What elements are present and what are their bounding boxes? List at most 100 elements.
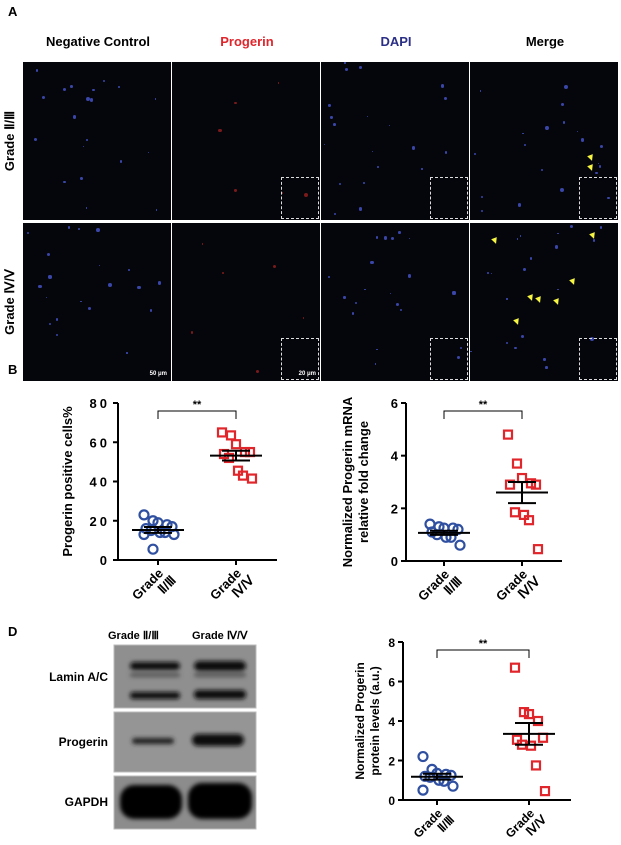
data-point bbox=[539, 786, 551, 797]
nucleus-dot bbox=[480, 209, 484, 213]
nucleus-dot bbox=[599, 225, 603, 229]
nucleus-dot bbox=[520, 235, 522, 237]
y-tick-label: 4 bbox=[391, 449, 399, 464]
nucleus-dot bbox=[577, 130, 579, 132]
nucleus-dot bbox=[344, 62, 346, 64]
nucleus-dot bbox=[390, 237, 394, 241]
nucleus-dot bbox=[330, 116, 333, 119]
nucleus-dot bbox=[407, 273, 412, 278]
y-tick-label: 20 bbox=[90, 514, 110, 529]
nucleus-dot bbox=[388, 125, 391, 127]
nucleus-dot bbox=[529, 257, 533, 260]
nucleus-dot bbox=[35, 69, 39, 72]
nucleus-dot bbox=[366, 116, 369, 118]
significance-label: ** bbox=[193, 399, 202, 411]
nucleus-dot bbox=[255, 369, 259, 373]
nucleus-dot bbox=[452, 291, 456, 295]
nucleus-dot bbox=[190, 330, 194, 334]
y-tick-label: 6 bbox=[388, 676, 395, 690]
y-axis-label-line: protein levels (a.u.) bbox=[368, 666, 382, 775]
nucleus-dot bbox=[42, 96, 46, 99]
nucleus-dot bbox=[78, 227, 81, 230]
nucleus-dot bbox=[358, 207, 363, 211]
nucleus-dot bbox=[390, 292, 392, 294]
nucleus-dot bbox=[557, 232, 560, 235]
nucleus-dot bbox=[26, 232, 29, 235]
data-point bbox=[523, 708, 535, 720]
band-progerin-lane1 bbox=[132, 738, 174, 744]
chart-c: 0 2 4 6 Normalized Progerin mRNArelative fol… bbox=[340, 396, 562, 614]
nucleus-dot bbox=[351, 312, 355, 315]
band-gapdh-lane2 bbox=[188, 783, 252, 819]
nucleus-dot bbox=[514, 347, 517, 350]
y-tick-label: 6 bbox=[391, 396, 398, 411]
x-tick-label: GradeⅡ/Ⅲ bbox=[411, 803, 457, 845]
column-header-negative-control: Negative Control bbox=[45, 34, 150, 49]
blot-label-progerin: Progerin bbox=[58, 735, 108, 749]
nucleus-dot bbox=[505, 341, 509, 345]
nucleus-dot bbox=[108, 283, 112, 287]
nucleus-dot bbox=[562, 121, 566, 125]
nucleus-dot bbox=[49, 322, 52, 326]
nucleus-dot bbox=[333, 212, 336, 215]
data-point bbox=[138, 509, 150, 521]
nucleus-dot bbox=[592, 239, 596, 242]
y-tick-label: 40 bbox=[90, 475, 110, 490]
nucleus-dot bbox=[597, 162, 599, 164]
micrograph-progerin-row1 bbox=[172, 62, 320, 220]
nucleus-dot bbox=[302, 317, 305, 319]
nucleus-dot bbox=[544, 126, 549, 130]
y-axis-label-line: Normalized Progerin bbox=[353, 662, 367, 779]
nucleus-dot bbox=[86, 97, 91, 102]
y-tick-label: 60 bbox=[90, 435, 110, 450]
nucleus-dot bbox=[490, 273, 493, 275]
data-point bbox=[504, 479, 516, 490]
column-header-progerin: Progerin bbox=[220, 34, 274, 49]
nucleus-dot bbox=[557, 288, 560, 291]
nucleus-dot bbox=[540, 168, 543, 172]
nucleus-dot bbox=[156, 209, 158, 211]
nucleus-dot bbox=[48, 275, 52, 279]
nucleus-dot bbox=[522, 268, 526, 272]
x-tick-label: GradeⅡ/Ⅲ bbox=[415, 564, 465, 614]
significance-bracket bbox=[436, 649, 530, 658]
data-point bbox=[537, 732, 549, 743]
data-point bbox=[509, 662, 521, 673]
nucleus-dot bbox=[303, 192, 308, 197]
nucleus-dot bbox=[459, 346, 462, 349]
panel-label-b: B bbox=[8, 362, 18, 377]
nucleus-dot bbox=[369, 260, 374, 265]
nucleus-dot bbox=[598, 165, 602, 168]
x-tick-label: GradeⅣ/Ⅴ bbox=[503, 803, 550, 845]
y-axis-label-line: Normalized Progerin mRNA bbox=[340, 396, 355, 567]
nucleus-dot bbox=[272, 265, 276, 269]
y-tick-label: 0 bbox=[100, 553, 110, 568]
nucleus-dot bbox=[522, 132, 524, 135]
data-point bbox=[452, 523, 464, 536]
nucleus-dot bbox=[444, 151, 448, 154]
data-point bbox=[523, 515, 535, 526]
data-point bbox=[502, 429, 514, 440]
y-axis-label-line: Progerin positive cells% bbox=[60, 406, 75, 557]
nucleus-dot bbox=[62, 87, 66, 91]
nucleus-dot bbox=[328, 104, 331, 107]
data-point bbox=[223, 452, 235, 464]
nucleus-dot bbox=[599, 144, 604, 149]
nucleus-dot bbox=[102, 79, 106, 83]
panel-label-a: A bbox=[8, 4, 18, 19]
inset-box bbox=[281, 338, 319, 380]
nucleus-dot bbox=[149, 309, 153, 312]
micrograph-dapi-row1 bbox=[321, 62, 469, 220]
nucleus-dot bbox=[67, 226, 71, 229]
nucleus-dot bbox=[355, 302, 358, 305]
band-lamin-a-lane1 bbox=[130, 662, 180, 670]
nucleus-dot bbox=[147, 151, 150, 153]
chart-b: 0 20 40 60 80 Progerin positive cells% GradeⅡ/… bbox=[60, 396, 277, 603]
nucleus-dot bbox=[421, 168, 423, 170]
data-point bbox=[147, 543, 159, 555]
significance-bracket bbox=[157, 410, 237, 419]
nucleus-dot bbox=[222, 271, 224, 274]
nucleus-dot bbox=[55, 318, 59, 321]
nucleus-dot bbox=[372, 151, 374, 153]
data-point bbox=[532, 715, 544, 727]
